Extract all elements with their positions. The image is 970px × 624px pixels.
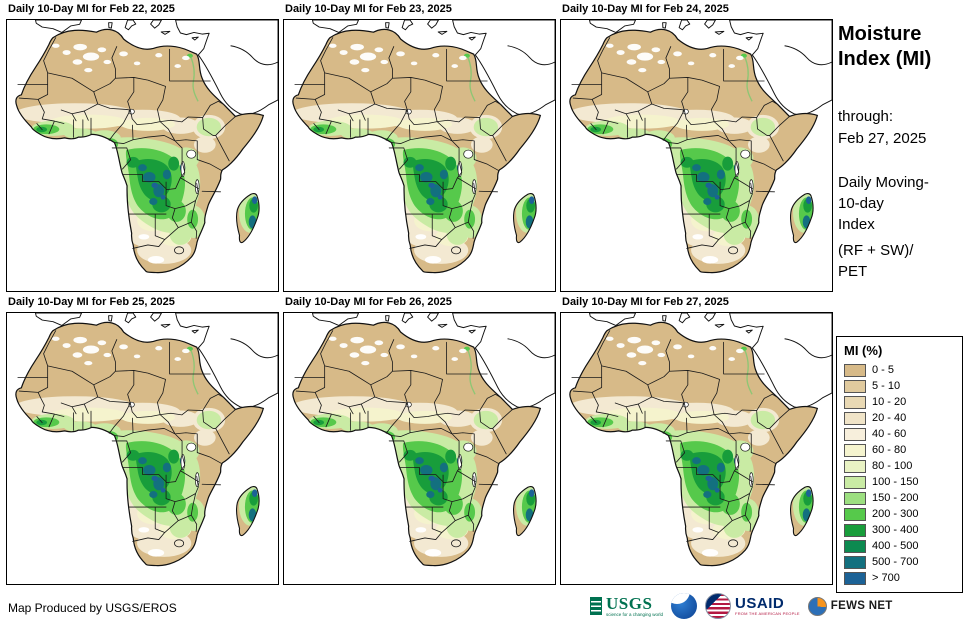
usgs-logo: USGS science for a changing world xyxy=(590,595,663,618)
map-panel: Daily 10-Day MI for Feb 22, 2025 xyxy=(6,2,282,292)
fews-net-wordmark: FEWS NET xyxy=(830,600,893,612)
africa-moisture-map-image xyxy=(561,20,832,291)
legend-swatch xyxy=(844,411,866,425)
map-credit: Map Produced by USGS/EROS xyxy=(8,601,177,615)
legend-swatch xyxy=(844,571,866,585)
africa-moisture-map-image xyxy=(7,20,278,291)
map-grid: Daily 10-Day MI for Feb 22, 2025 Daily 1… xyxy=(6,2,836,585)
africa-map-feb25 xyxy=(6,312,279,585)
legend-swatch xyxy=(844,427,866,441)
usaid-seal-icon xyxy=(705,593,732,619)
legend-label: 5 - 10 xyxy=(872,380,901,392)
legend-swatch xyxy=(844,555,866,569)
africa-map-feb24 xyxy=(560,19,833,292)
legend-swatch xyxy=(844,443,866,457)
legend-label: 400 - 500 xyxy=(872,540,919,552)
legend-swatch xyxy=(844,539,866,553)
fews-net-logo: FEWS NET xyxy=(807,596,893,616)
legend-swatch xyxy=(844,363,866,377)
index-description: Daily Moving- 10-day Index xyxy=(838,174,929,233)
legend-label: 100 - 150 xyxy=(872,476,919,488)
usgs-wordmark: USGS xyxy=(606,593,653,613)
africa-moisture-map-image xyxy=(7,313,278,584)
legend-entry: 400 - 500 xyxy=(844,538,956,554)
legend-label: 10 - 20 xyxy=(872,396,907,408)
map-panel: Daily 10-Day MI for Feb 24, 2025 xyxy=(560,2,836,292)
map-panel: Daily 10-Day MI for Feb 26, 2025 xyxy=(283,295,559,585)
noaa-seal-icon xyxy=(671,593,698,619)
noaa-logo xyxy=(671,593,698,619)
page-title: Moisture Index (MI) xyxy=(838,23,932,70)
legend-entry: 300 - 400 xyxy=(844,522,956,538)
legend-label: 20 - 40 xyxy=(872,412,907,424)
usgs-tagline: science for a changing world xyxy=(606,611,664,617)
legend-label: 200 - 300 xyxy=(872,508,919,520)
map-panel: Daily 10-Day MI for Feb 27, 2025 xyxy=(560,295,836,585)
africa-moisture-map-image xyxy=(284,313,555,584)
legend-entry: 20 - 40 xyxy=(844,410,956,426)
usaid-tagline: FROM THE AMERICAN PEOPLE xyxy=(735,611,800,617)
legend-swatch xyxy=(844,507,866,521)
africa-map-feb22 xyxy=(6,19,279,292)
mi-legend: MI (%) 0 - 5 5 - 10 10 - 20 20 - 40 40 -… xyxy=(836,336,963,593)
legend-label: 80 - 100 xyxy=(872,460,913,472)
legend-entry: 60 - 80 xyxy=(844,442,956,458)
legend-label: 500 - 700 xyxy=(872,556,919,568)
map-panel-title: Daily 10-Day MI for Feb 27, 2025 xyxy=(562,296,729,308)
fews-net-globe-icon xyxy=(807,596,827,616)
legend-swatch xyxy=(844,523,866,537)
legend-swatch xyxy=(844,395,866,409)
legend-swatch xyxy=(844,491,866,505)
legend-label: 150 - 200 xyxy=(872,492,919,504)
legend-label: 0 - 5 xyxy=(872,364,895,376)
map-panel-title: Daily 10-Day MI for Feb 25, 2025 xyxy=(8,296,175,308)
map-panel-title: Daily 10-Day MI for Feb 23, 2025 xyxy=(285,3,452,15)
legend-entry: 40 - 60 xyxy=(844,426,956,442)
legend-entry: 80 - 100 xyxy=(844,458,956,474)
africa-moisture-map-image xyxy=(561,313,832,584)
africa-map-feb26 xyxy=(283,312,556,585)
agency-logos: USGS science for a changing world USAID … xyxy=(590,591,893,621)
legend-swatch xyxy=(844,379,866,393)
usaid-logo: USAID FROM THE AMERICAN PEOPLE xyxy=(705,593,800,619)
legend-entry: 5 - 10 xyxy=(844,378,956,394)
africa-map-feb27 xyxy=(560,312,833,585)
legend-entry: 500 - 700 xyxy=(844,554,956,570)
legend-entry: 0 - 5 xyxy=(844,362,956,378)
legend-label: 40 - 60 xyxy=(872,428,907,440)
legend-swatch xyxy=(844,475,866,489)
legend-entry: > 700 xyxy=(844,570,956,586)
legend-swatch xyxy=(844,459,866,473)
legend-label: > 700 xyxy=(872,572,900,584)
legend-entry: 100 - 150 xyxy=(844,474,956,490)
legend-label: 60 - 80 xyxy=(872,444,907,456)
usaid-wordmark: USAID xyxy=(735,594,785,612)
legend-title: MI (%) xyxy=(844,343,883,358)
map-panel-title: Daily 10-Day MI for Feb 22, 2025 xyxy=(8,3,175,15)
map-panel: Daily 10-Day MI for Feb 23, 2025 xyxy=(283,2,559,292)
map-panel-title: Daily 10-Day MI for Feb 26, 2025 xyxy=(285,296,452,308)
legend-entry: 10 - 20 xyxy=(844,394,956,410)
legend-entry: 200 - 300 xyxy=(844,506,956,522)
through-date: through: Feb 27, 2025 xyxy=(838,108,927,147)
usgs-wave-icon xyxy=(590,597,602,615)
legend-entry: 150 - 200 xyxy=(844,490,956,506)
legend-label: 300 - 400 xyxy=(872,524,919,536)
map-panel: Daily 10-Day MI for Feb 25, 2025 xyxy=(6,295,282,585)
map-panel-title: Daily 10-Day MI for Feb 24, 2025 xyxy=(562,3,729,15)
africa-map-feb23 xyxy=(283,19,556,292)
info-sidebar: Moisture Index (MI) through: Feb 27, 202… xyxy=(838,22,964,282)
index-formula: (RF + SW)/ PET xyxy=(838,242,914,280)
africa-moisture-map-image xyxy=(284,20,555,291)
